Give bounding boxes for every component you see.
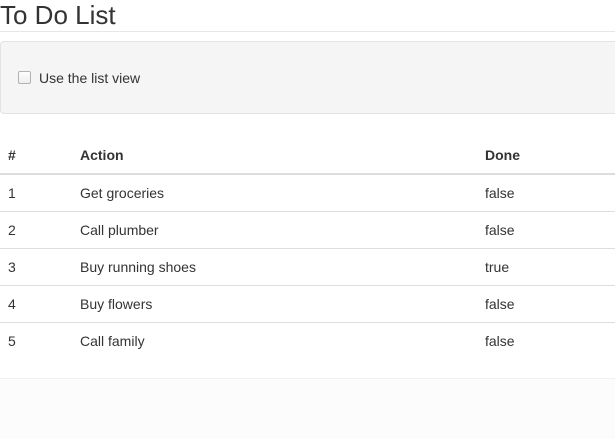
row-action-cell: Buy flowers — [72, 285, 477, 323]
row-number-cell: 5 — [0, 322, 72, 359]
header-number: # — [0, 137, 72, 175]
row-number-cell: 3 — [0, 248, 72, 286]
list-view-checkbox-label[interactable]: Use the list view — [18, 68, 140, 88]
row-number-cell: 1 — [0, 173, 72, 212]
header-action: Action — [72, 137, 477, 175]
table-row: 4 Buy flowers false — [0, 285, 615, 323]
row-action-cell: Get groceries — [72, 173, 477, 212]
table-row: 1 Get groceries false — [0, 173, 615, 212]
table-row: 5 Call family false — [0, 322, 615, 359]
list-view-checkbox[interactable] — [18, 71, 31, 84]
table-row: 2 Call plumber false — [0, 211, 615, 249]
bottom-divider — [0, 378, 615, 439]
row-done-cell: false — [477, 173, 615, 212]
row-done-cell: false — [477, 211, 615, 249]
row-action-cell: Call family — [72, 322, 477, 359]
checkbox-label-text: Use the list view — [39, 69, 141, 86]
todo-table-body: 1 Get groceries false 2 Call plumber fal… — [0, 173, 615, 359]
row-action-cell: Buy running shoes — [72, 248, 477, 286]
todo-table: # Action Done 1 Get groceries false 2 Ca… — [0, 137, 615, 359]
todo-table-header: # Action Done — [0, 137, 615, 175]
row-done-cell: false — [477, 285, 615, 323]
row-done-cell: true — [477, 248, 615, 286]
row-number-cell: 4 — [0, 285, 72, 323]
table-row: 3 Buy running shoes true — [0, 248, 615, 286]
page-title: To Do List — [0, 0, 116, 30]
row-number-cell: 2 — [0, 211, 72, 249]
header-done: Done — [477, 137, 615, 175]
list-view-panel: Use the list view — [0, 41, 615, 114]
title-divider — [0, 31, 615, 32]
row-action-cell: Call plumber — [72, 211, 477, 249]
row-done-cell: false — [477, 322, 615, 359]
